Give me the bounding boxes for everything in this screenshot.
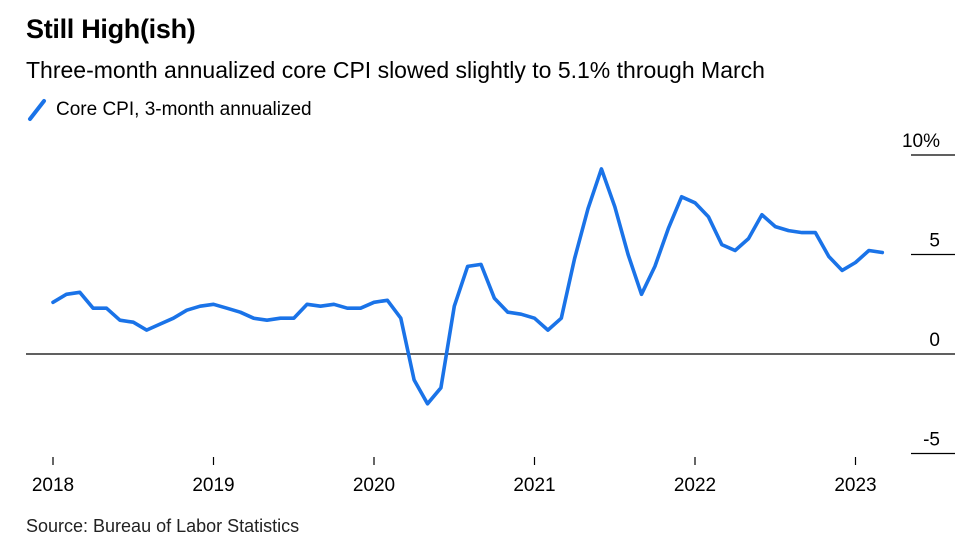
x-tick-label: 2020	[353, 475, 395, 496]
legend-swatch	[28, 99, 46, 121]
source-note: Source: Bureau of Labor Statistics	[26, 516, 300, 536]
legend: Core CPI, 3-month annualized	[26, 97, 312, 123]
x-tick-label: 2021	[513, 475, 555, 496]
y-tick-label: -5	[923, 430, 940, 451]
x-tick-label: 2022	[674, 475, 716, 496]
legend-label: Core CPI, 3-month annualized	[56, 99, 312, 120]
x-tick-label: 2019	[192, 475, 234, 496]
y-tick-label: 5	[929, 231, 940, 252]
x-tick-label: 2023	[834, 475, 876, 496]
x-tick-label: 2018	[32, 475, 74, 496]
series-line-core-cpi	[51, 167, 885, 406]
chart-title: Still High(ish)	[26, 14, 196, 44]
y-tick-label: 10%	[902, 131, 940, 152]
y-tick-label: 0	[929, 330, 940, 351]
chart-subtitle: Three-month annualized core CPI slowed s…	[26, 57, 765, 83]
